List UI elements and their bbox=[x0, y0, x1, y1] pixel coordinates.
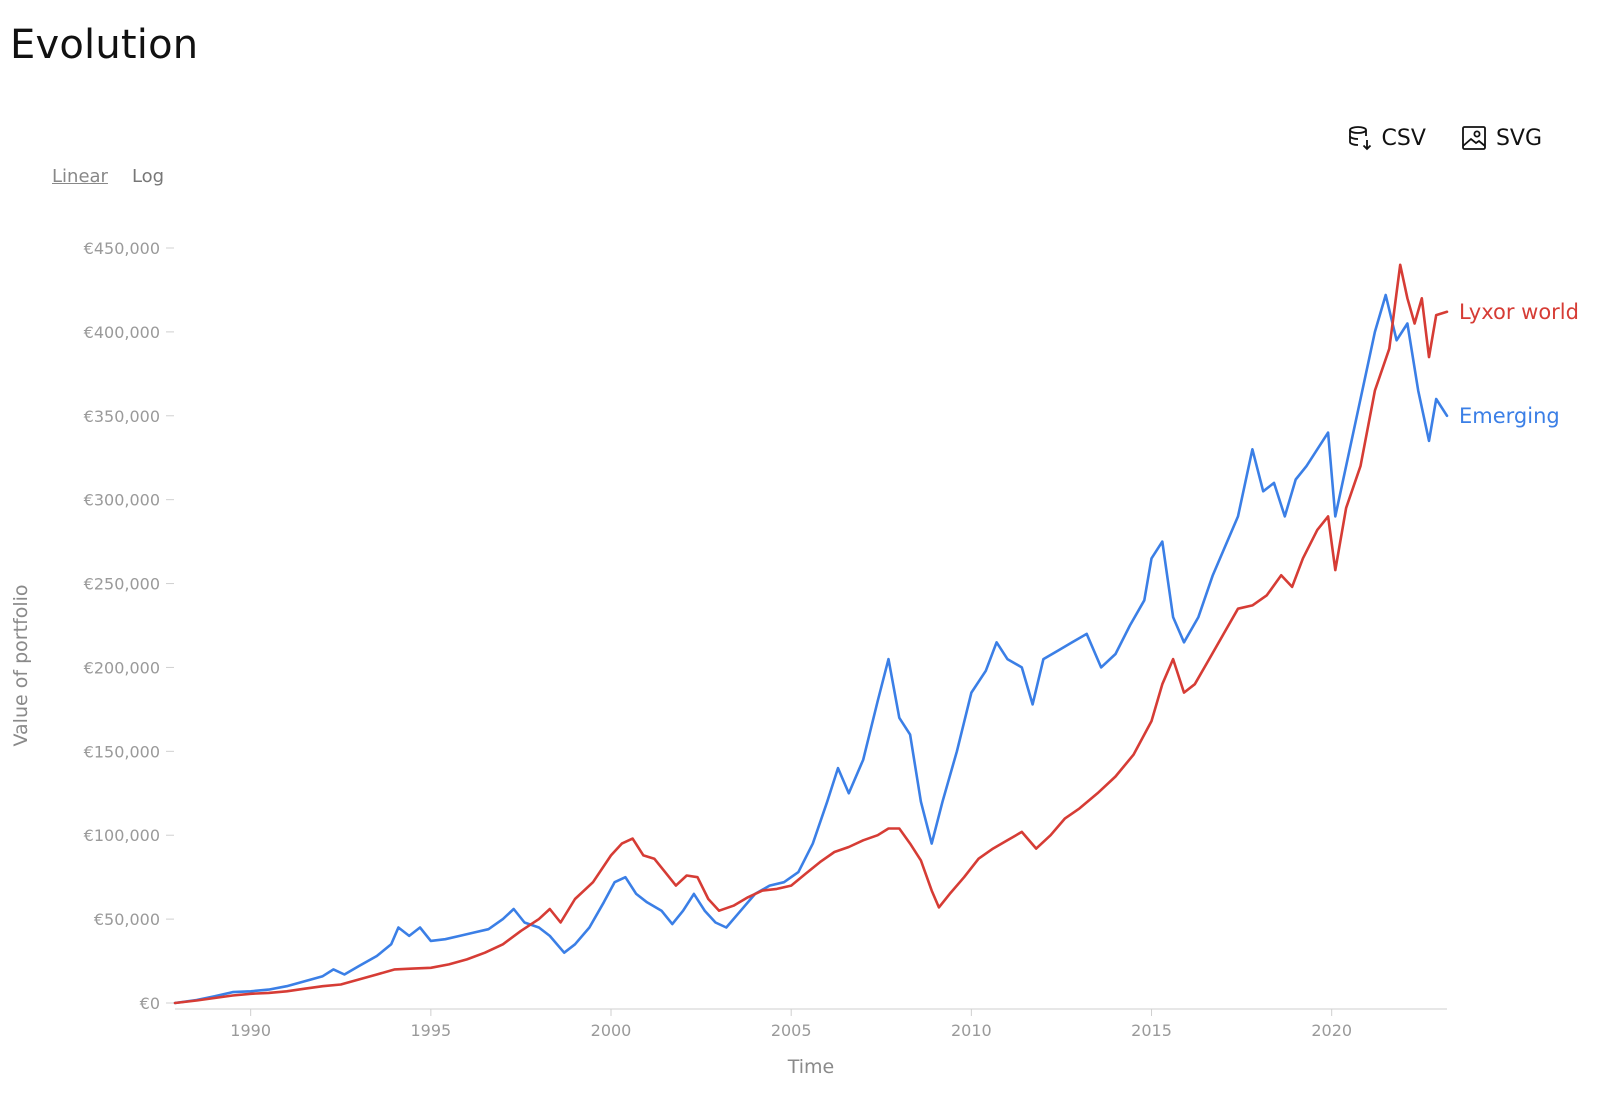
y-tick-label: €0 bbox=[140, 994, 160, 1013]
y-axis-title: Value of portfolio bbox=[10, 584, 32, 746]
svg-export-button[interactable]: SVG bbox=[1460, 124, 1542, 152]
y-tick-label: €200,000 bbox=[84, 658, 160, 677]
x-tick-label: 2010 bbox=[951, 1021, 992, 1040]
y-tick-label: €300,000 bbox=[84, 491, 160, 510]
linear-scale-option[interactable]: Linear bbox=[52, 166, 108, 187]
x-tick-label: 2000 bbox=[591, 1021, 632, 1040]
x-tick-label: 1995 bbox=[410, 1021, 451, 1040]
y-tick-label: €450,000 bbox=[84, 239, 160, 258]
x-tick-label: 2015 bbox=[1131, 1021, 1172, 1040]
x-tick-label: 2020 bbox=[1311, 1021, 1352, 1040]
y-axis: €0 €50,000 €100,000 €150,000 €200,000 €250,00… bbox=[84, 239, 174, 1013]
x-tick-label: 2005 bbox=[771, 1021, 812, 1040]
image-icon bbox=[1462, 126, 1486, 150]
y-tick-label: €150,000 bbox=[84, 742, 160, 761]
y-tick-label: €350,000 bbox=[84, 407, 160, 426]
x-tick-label: 1990 bbox=[230, 1021, 271, 1040]
emerging-series-line bbox=[173, 293, 1449, 1005]
log-scale-option[interactable]: Log bbox=[131, 166, 165, 187]
lyxor-world-series-label: Lyxor world bbox=[1459, 300, 1579, 324]
csv-export-button[interactable]: CSV bbox=[1346, 124, 1426, 152]
scale-toggle: Linear Log bbox=[52, 166, 164, 187]
database-download-icon bbox=[1348, 126, 1371, 151]
x-axis: 1990 1995 2000 2005 2010 2015 2020 bbox=[175, 1008, 1447, 1040]
x-axis-title: Time bbox=[787, 1056, 835, 1078]
y-tick-label: €400,000 bbox=[84, 323, 160, 342]
y-tick-label: €50,000 bbox=[94, 910, 160, 929]
lyxor-world-series-line bbox=[173, 263, 1449, 1005]
series-layer: Lyxor world Emerging bbox=[173, 263, 1579, 1005]
y-tick-label: €250,000 bbox=[84, 575, 160, 594]
csv-label: CSV bbox=[1381, 125, 1426, 151]
page-title: Evolution bbox=[10, 22, 199, 68]
export-toolbar: CSV SVG bbox=[1346, 124, 1542, 152]
y-tick-label: €100,000 bbox=[84, 826, 160, 845]
svg-label: SVG bbox=[1495, 125, 1542, 151]
emerging-series-label: Emerging bbox=[1459, 404, 1560, 428]
